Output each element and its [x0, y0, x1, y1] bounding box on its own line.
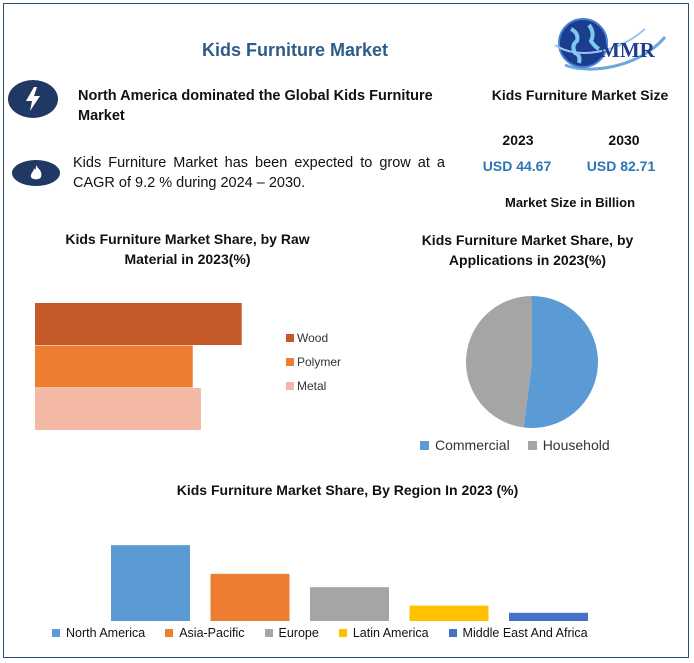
legend-label-asia-pacific: Asia-Pacific: [179, 626, 245, 640]
legend-swatch-metal: [286, 382, 294, 390]
region-chart-title: Kids Furniture Market Share, By Region I…: [176, 482, 519, 498]
legend-label-polymer: Polymer: [297, 355, 341, 369]
legend-label-latin-america: Latin America: [352, 626, 429, 640]
market-size-note: Market Size in Billion: [504, 195, 636, 210]
cagr-text: Kids Furniture Market has been expected …: [73, 155, 445, 191]
legend-label-middle-east-and-africa: Middle East And Africa: [462, 626, 588, 640]
legend-item-household: Household: [527, 437, 610, 453]
legend-swatch-commercial: [420, 440, 429, 450]
legend-swatch-household: [527, 440, 537, 450]
pie-slice-household: [466, 296, 532, 428]
value-2023: USD 44.67: [482, 158, 552, 174]
bar-polymer: [35, 345, 193, 388]
lightning-icon: [8, 80, 58, 118]
bar-wood: [35, 303, 242, 345]
page-title: Kids Furniture Market: [201, 40, 389, 60]
legend-swatch-asia-pacific: [165, 629, 174, 637]
globe-icon: [554, 18, 667, 71]
legend-item-commercial: Commercial: [420, 437, 510, 453]
applications-pie-chart: [466, 296, 598, 428]
region-legend: North America Asia-Pacific Europe Latin Ame…: [52, 626, 672, 640]
year-2023: 2023: [502, 132, 534, 148]
legend-swatch-europe: [264, 629, 273, 637]
legend-swatch-latin-america: [338, 629, 347, 637]
legend-item-middle-east-and-africa: Middle East And Africa: [448, 626, 588, 640]
bar-north-america: [111, 545, 190, 621]
legend-label-wood: Wood: [297, 331, 328, 345]
legend-swatch-middle-east-and-africa: [448, 629, 457, 637]
headline-text: North America dominated the Global Kids …: [78, 88, 433, 124]
bar-asia-pacific: [210, 573, 290, 621]
legend-swatch-polymer: [286, 358, 294, 366]
flame-icon: [12, 160, 60, 186]
legend-label-household: Household: [542, 437, 610, 453]
bar-middle-east-and-africa: [509, 612, 588, 621]
legend-label-north-america: North America: [66, 626, 146, 640]
legend-label-europe: Europe: [278, 626, 319, 640]
legend-item-asia-pacific: Asia-Pacific: [165, 626, 245, 640]
bar-europe: [310, 587, 389, 621]
legend-label-metal: Metal: [297, 379, 326, 393]
logo-text: MMR: [600, 38, 655, 62]
year-2030: 2030: [608, 132, 640, 148]
legend-item-europe: Europe: [264, 626, 319, 640]
legend-swatch-north-america: [52, 629, 60, 637]
raw-material-chart-title: Kids Furniture Market Share, by Raw Mate…: [65, 231, 310, 267]
bar-latin-america: [409, 605, 489, 621]
applications-legend: Commercial Household: [420, 437, 610, 453]
applications-chart-title: Kids Furniture Market Share, by Applicat…: [421, 232, 634, 268]
bar-metal: [35, 388, 201, 430]
region-chart: [111, 545, 588, 621]
value-2030: USD 82.71: [586, 158, 656, 174]
pie-slice-commercial: [523, 296, 598, 428]
legend-item-latin-america: Latin America: [338, 626, 429, 640]
market-size-title: Kids Furniture Market Size: [491, 87, 669, 103]
legend-swatch-wood: [286, 334, 294, 342]
legend-label-commercial: Commercial: [435, 437, 510, 453]
legend-item-north-america: North America: [52, 626, 145, 640]
raw-material-chart: Wood Polymer Metal: [35, 303, 341, 430]
